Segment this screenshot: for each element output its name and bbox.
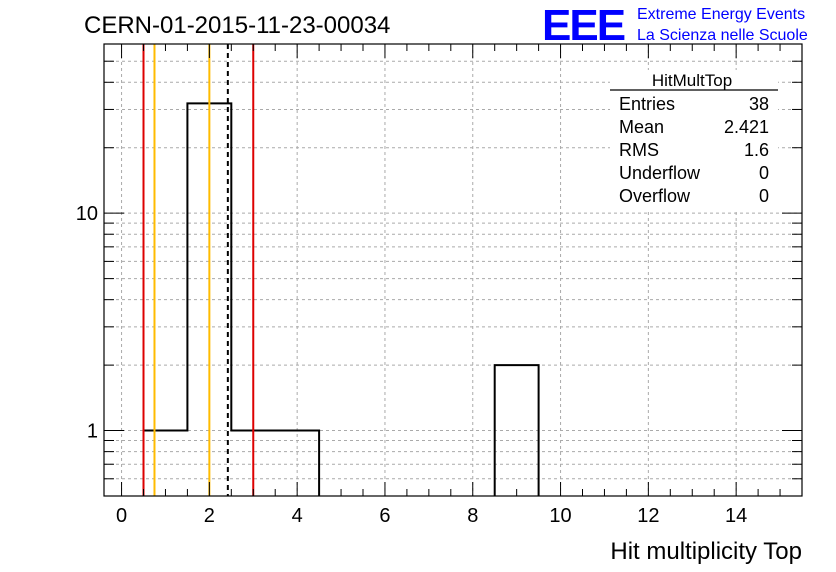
x-tick-labels: 0 2 4 6 8 10 12 14 xyxy=(116,505,747,527)
x-tick-label: 14 xyxy=(725,505,747,527)
x-axis-label: Hit multiplicity Top xyxy=(610,538,802,565)
histogram-outline xyxy=(142,102,540,496)
histogram-bin-group xyxy=(142,102,321,496)
stats-value: 0 xyxy=(759,186,769,206)
y-tick-label: 1 xyxy=(87,421,98,443)
marker-lines xyxy=(142,44,255,496)
stats-label: Overflow xyxy=(619,186,691,206)
stats-title: HitMultTop xyxy=(652,71,732,90)
stats-label: RMS xyxy=(619,140,659,160)
x-tick-label: 12 xyxy=(637,505,659,527)
x-tick-label: 6 xyxy=(379,505,390,527)
axis-ticks xyxy=(104,43,802,497)
stats-value: 0 xyxy=(759,163,769,183)
stats-label: Mean xyxy=(619,117,664,137)
stats-box: HitMultTop Entries 38 Mean 2.421 RMS 1.6 Under… xyxy=(610,70,778,210)
eee-logo: EEE xyxy=(542,1,625,50)
x-tick-label: 4 xyxy=(292,505,303,527)
stats-value: 2.421 xyxy=(724,117,769,137)
y-tick-label: 10 xyxy=(76,203,98,225)
stats-value: 1.6 xyxy=(744,140,769,160)
y-tick-labels: 1 10 xyxy=(76,203,98,442)
brand-line-1: Extreme Energy Events xyxy=(637,6,805,23)
stats-value: 38 xyxy=(749,94,769,114)
stats-label: Entries xyxy=(619,94,675,114)
x-tick-label: 0 xyxy=(116,505,127,527)
brand-line-2: La Scienza nelle Scuole xyxy=(637,27,808,44)
plot-frame xyxy=(103,43,803,497)
histogram-bin-group xyxy=(493,364,540,496)
x-tick-label: 10 xyxy=(549,505,571,527)
x-tick-label: 8 xyxy=(467,505,478,527)
run-title: CERN-01-2015-11-23-00034 xyxy=(84,12,390,39)
stats-label: Underflow xyxy=(619,163,701,183)
x-tick-label: 2 xyxy=(204,505,215,527)
